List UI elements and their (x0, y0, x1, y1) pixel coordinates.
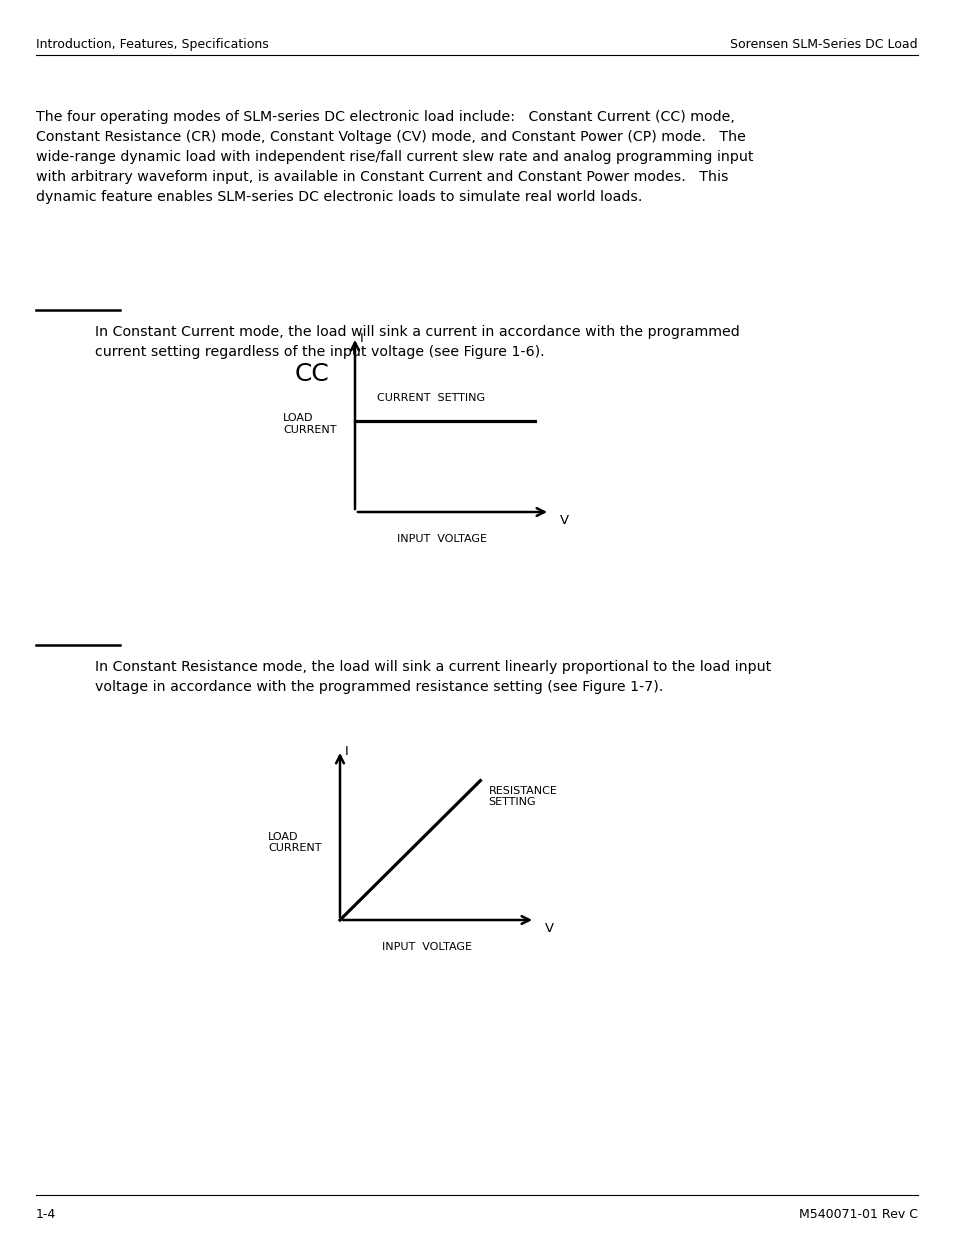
Text: current setting regardless of the input voltage (see Figure 1-6).: current setting regardless of the input … (95, 345, 544, 359)
Text: In Constant Resistance mode, the load will sink a current linearly proportional : In Constant Resistance mode, the load wi… (95, 659, 770, 674)
Text: LOAD
CURRENT: LOAD CURRENT (283, 412, 336, 435)
Text: wide-range dynamic load with independent rise/fall current slew rate and analog : wide-range dynamic load with independent… (36, 149, 753, 164)
Text: I: I (345, 745, 349, 758)
Text: CC: CC (294, 362, 330, 387)
Text: voltage in accordance with the programmed resistance setting (see Figure 1-7).: voltage in accordance with the programme… (95, 680, 662, 694)
Text: Introduction, Features, Specifications: Introduction, Features, Specifications (36, 38, 269, 51)
Text: I: I (359, 332, 363, 345)
Text: V: V (559, 514, 569, 527)
Text: RESISTANCE
SETTING: RESISTANCE SETTING (488, 785, 557, 808)
Text: V: V (544, 923, 554, 935)
Text: Constant Resistance (CR) mode, Constant Voltage (CV) mode, and Constant Power (C: Constant Resistance (CR) mode, Constant … (36, 130, 745, 144)
Text: In Constant Current mode, the load will sink a current in accordance with the pr: In Constant Current mode, the load will … (95, 325, 739, 338)
Text: The four operating modes of SLM-series DC electronic load include:   Constant Cu: The four operating modes of SLM-series D… (36, 110, 734, 124)
Text: 1-4: 1-4 (36, 1208, 56, 1221)
Text: dynamic feature enables SLM-series DC electronic loads to simulate real world lo: dynamic feature enables SLM-series DC el… (36, 190, 641, 204)
Text: LOAD
CURRENT: LOAD CURRENT (268, 831, 321, 853)
Text: CURRENT  SETTING: CURRENT SETTING (376, 393, 485, 403)
Text: INPUT  VOLTAGE: INPUT VOLTAGE (396, 534, 486, 543)
Text: Sorensen SLM-Series DC Load: Sorensen SLM-Series DC Load (730, 38, 917, 51)
Text: M540071-01 Rev C: M540071-01 Rev C (799, 1208, 917, 1221)
Text: INPUT  VOLTAGE: INPUT VOLTAGE (381, 942, 472, 952)
Text: with arbitrary waveform input, is available in Constant Current and Constant Pow: with arbitrary waveform input, is availa… (36, 170, 728, 184)
